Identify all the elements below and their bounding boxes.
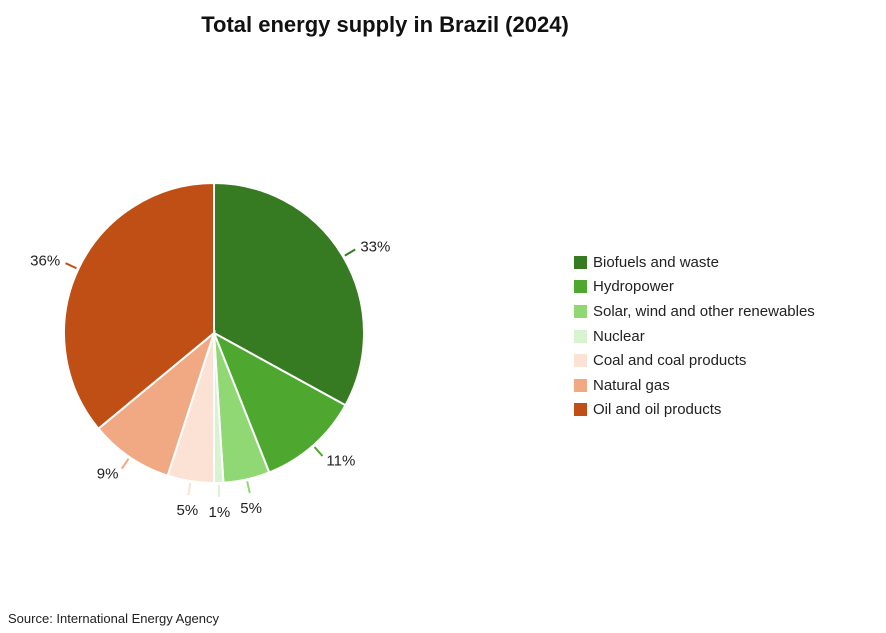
data-label: 36%: [30, 253, 60, 270]
pie-slice: [97, 330, 217, 477]
data-label: 5%: [240, 500, 262, 517]
data-label: 1%: [208, 504, 230, 521]
leader-line: [313, 446, 324, 457]
pie-slice: [212, 330, 347, 474]
leader-line: [246, 481, 251, 494]
legend-label: Oil and oil products: [593, 401, 722, 419]
legend-swatch: [574, 403, 587, 417]
legend-swatch: [574, 255, 587, 269]
chart-title: Total energy supply in Brazil (2024): [201, 12, 569, 37]
legend-swatch: [574, 280, 587, 294]
legend-item: Oil and oil products: [574, 398, 815, 423]
data-label: 9%: [97, 466, 119, 483]
legend-item: Solar, wind and other renewables: [574, 299, 815, 324]
legend-label: Coal and coal products: [593, 352, 747, 370]
legend-label: Nuclear: [593, 327, 645, 345]
data-label: 33%: [360, 238, 390, 255]
pie-slice: [213, 181, 365, 407]
data-label: 5%: [177, 502, 199, 519]
legend-swatch: [574, 378, 587, 392]
leader-line: [187, 482, 192, 496]
legend-label: Natural gas: [593, 376, 670, 394]
legend-swatch: [574, 304, 587, 318]
legend-swatch: [574, 354, 587, 368]
leader-line: [344, 248, 356, 257]
pie-slice: [63, 181, 215, 431]
legend-item: Natural gas: [574, 373, 815, 398]
data-label: 11%: [326, 453, 355, 470]
legend-label: Biofuels and waste: [593, 253, 719, 271]
leader-line: [120, 458, 130, 470]
legend-item: Nuclear: [574, 324, 815, 349]
legend-label: Solar, wind and other renewables: [593, 302, 815, 320]
source-note: Source: International Energy Agency: [8, 611, 220, 626]
legend-label: Hydropower: [593, 278, 674, 296]
legend-item: Biofuels and waste: [574, 250, 815, 275]
legend-item: Hydropower: [574, 275, 815, 300]
leader-line: [65, 262, 77, 270]
legend: Biofuels and waste Hydropower Solar, wind …: [574, 250, 815, 422]
legend-item: Coal and coal products: [574, 348, 815, 373]
legend-swatch: [574, 329, 587, 343]
